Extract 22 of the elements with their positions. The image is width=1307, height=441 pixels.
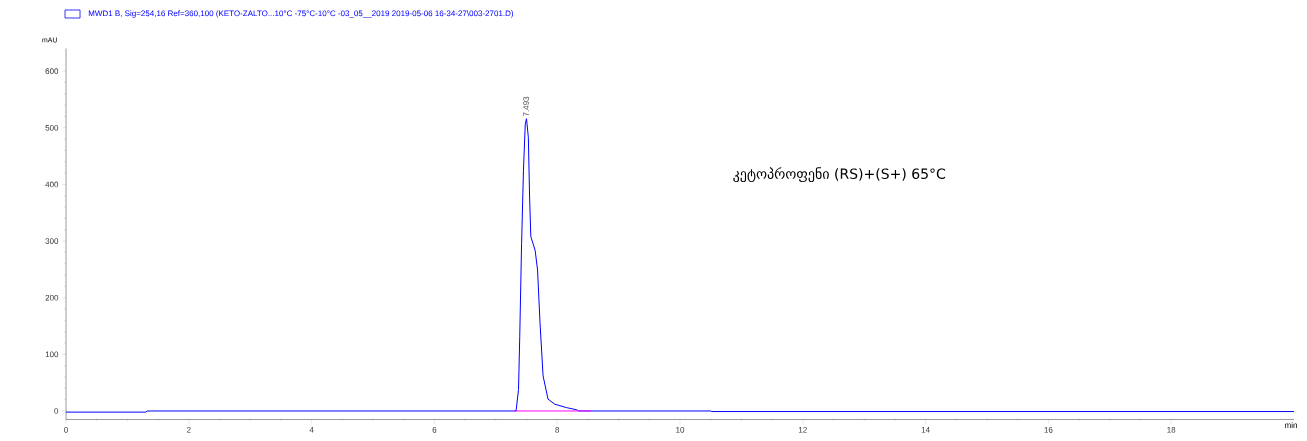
y-tick-label: 200 [45, 294, 59, 301]
x-tick-label: 12 [798, 427, 807, 433]
x-tick-label: 4 [309, 427, 314, 433]
x-tick-label: 6 [432, 427, 437, 433]
y-tick-label: 500 [45, 124, 59, 131]
x-axis-title: min [1285, 422, 1297, 428]
y-tick-label: 600 [45, 68, 59, 74]
y-tick-label: 300 [45, 238, 59, 244]
x-tick-label: 10 [676, 427, 685, 433]
annotation: კეტოპროფენი (RS)+(S+) 65°C [733, 167, 946, 183]
x-tick-label: 8 [555, 427, 560, 433]
legend-label: MWD1 B, Sig=254,16 Ref=360,100 (KETO-ZALTO...10°C -75°C-10°C -03_05__2019 2019-05-06 16-34-27\003-2701.D) [88, 10, 514, 18]
x-tick-label: 14 [921, 427, 930, 433]
x-tick-label: 18 [1167, 427, 1176, 433]
x-tick-label: 2 [187, 427, 191, 433]
x-tick-label: 0 [64, 427, 68, 433]
y-tick-label: 400 [45, 181, 59, 188]
y-tick-label: 0 [54, 408, 59, 414]
line-series [65, 118, 1295, 413]
x-tick-label: 16 [1044, 427, 1053, 433]
annotation: 7.493 [523, 96, 529, 117]
y-tick-label: 100 [45, 351, 59, 358]
